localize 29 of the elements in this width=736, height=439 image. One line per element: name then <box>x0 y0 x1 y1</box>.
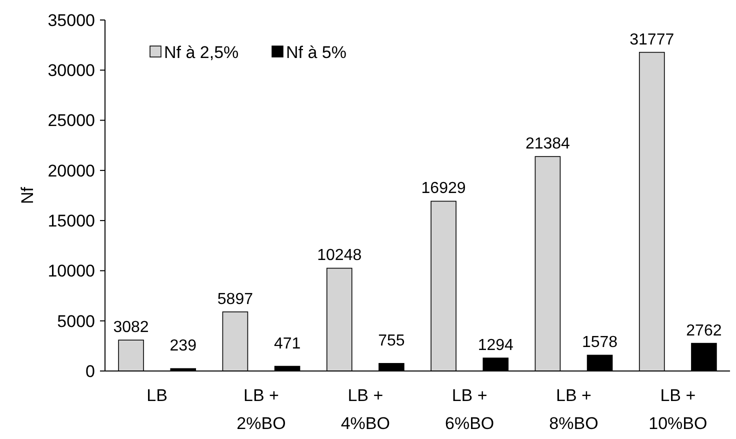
x-tick-label: LB + 10%BO <box>648 386 708 433</box>
legend-label: Nf à 5% <box>286 42 346 62</box>
data-label: 3082 <box>113 319 149 336</box>
y-tick-label: 25000 <box>48 111 95 130</box>
data-label: 16929 <box>421 180 466 198</box>
x-tick-label: LB <box>146 386 168 405</box>
y-tick-label: 15000 <box>48 212 95 231</box>
data-label: 10248 <box>317 247 362 264</box>
data-label: 239 <box>170 338 197 355</box>
data-label: 1578 <box>582 334 618 352</box>
y-tick-label: 30000 <box>48 61 95 80</box>
data-label: 2762 <box>686 322 722 340</box>
data-label: 1294 <box>478 337 514 354</box>
y-tick-label: 35000 <box>48 10 95 30</box>
data-label: 471 <box>274 335 301 352</box>
x-tick-label: LB + 8%BO <box>549 386 598 433</box>
y-tick-label: 10000 <box>48 262 95 281</box>
x-tick-label: LB + 4%BO <box>340 386 390 433</box>
y-axis-title: Nf <box>18 186 37 204</box>
legend-label: Nf à 2,5% <box>164 42 239 62</box>
data-label: 755 <box>378 332 405 350</box>
data-label: 21384 <box>525 136 570 153</box>
y-tick-label: 20000 <box>48 161 95 180</box>
y-tick-label: 5000 <box>57 312 95 331</box>
y-tick-label: 0 <box>86 362 95 381</box>
data-label: 5897 <box>217 290 254 308</box>
data-label: 31777 <box>630 31 674 48</box>
x-tick-label: LB + 6%BO <box>445 386 494 433</box>
x-tick-label: LB + 2%BO <box>236 386 286 433</box>
